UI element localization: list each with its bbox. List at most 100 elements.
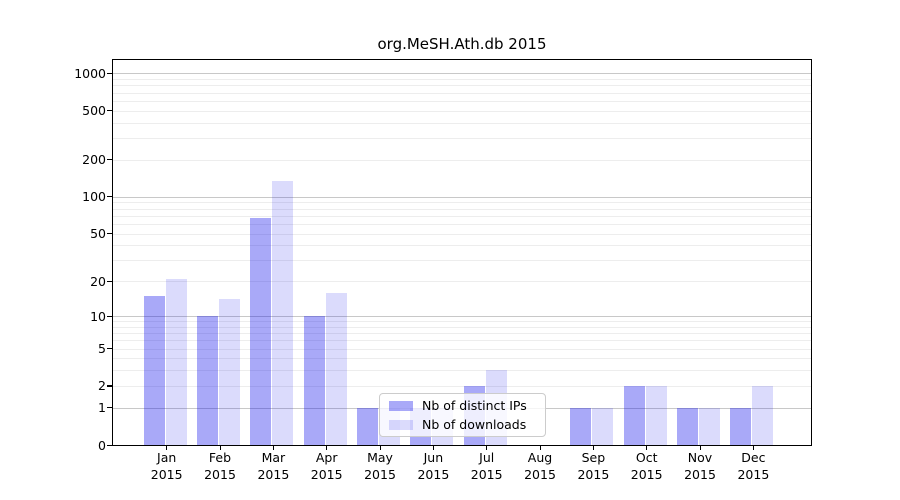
gridline-minor [113, 370, 811, 372]
x-tick-label-may: May 2015 [364, 450, 396, 482]
x-tick-label-jun: Jun 2015 [417, 450, 450, 482]
y-tick-label: 50 [90, 226, 106, 241]
x-tick-mark [752, 445, 755, 450]
gridline-minor [113, 321, 811, 323]
y-tick-label: 10 [90, 308, 106, 324]
x-tick-mark [219, 445, 221, 450]
x-tick-label-aug: Aug 2015 [524, 450, 556, 482]
plot-area [113, 60, 811, 445]
gridline-major [113, 73, 811, 75]
x-tick-label-mar: Mar 2015 [257, 450, 290, 482]
x-tick-label-apr: Apr 2015 [310, 450, 343, 482]
x-tick-label-sep: Sep 2015 [577, 450, 610, 482]
gridline-minor [113, 333, 811, 335]
x-tick-mark [166, 445, 168, 450]
gridline-minor [113, 358, 811, 360]
gridline-minor [113, 260, 811, 262]
gridline-minor [113, 85, 811, 87]
x-tick-mark [646, 445, 648, 450]
y-tick-mark [107, 159, 113, 161]
bar-nov-distinct-ips [677, 407, 698, 445]
x-tick-mark [486, 445, 488, 450]
bar-mar-downloads [272, 180, 294, 445]
y-tick-mark [107, 280, 113, 282]
y-tick-mark [107, 385, 113, 387]
x-tick-label-oct: Oct 2015 [630, 450, 663, 482]
gridline-minor [113, 159, 811, 161]
gridline-minor [113, 92, 811, 94]
gridline-minor [113, 348, 811, 350]
y-tick-mark [107, 348, 113, 350]
gridline-minor [113, 233, 811, 235]
x-tick-mark [699, 445, 701, 450]
x-tick-mark [326, 445, 328, 450]
x-tick-label-jan: Jan 2015 [150, 450, 183, 482]
bar-sep-distinct-ips [570, 407, 592, 445]
gridline-minor [113, 79, 811, 80]
legend-label-downloads: Nb of downloads [422, 417, 527, 432]
bar-sep-downloads [592, 407, 614, 445]
bar-feb-distinct-ips [197, 316, 218, 445]
gridline-minor [113, 326, 811, 328]
bar-mar-distinct-ips [250, 218, 272, 445]
y-tick-label: 500 [82, 103, 106, 118]
y-tick-mark [107, 110, 113, 112]
gridline-minor [113, 215, 811, 217]
bar-oct-downloads [645, 385, 667, 445]
gridline-minor [113, 245, 811, 247]
legend-item-downloads: Nb of downloads [389, 417, 536, 432]
bar-apr-downloads [325, 292, 347, 445]
x-tick-label-feb: Feb 2015 [204, 450, 236, 482]
y-tick-label: 1000 [74, 65, 106, 81]
y-tick-label: 2 [98, 378, 106, 394]
legend-swatch-downloads [389, 419, 413, 430]
gridline-major [113, 196, 811, 198]
bar-apr-distinct-ips [303, 316, 325, 445]
x-tick-mark [432, 445, 435, 450]
y-tick-mark [107, 196, 113, 198]
y-tick-label: 1 [98, 400, 106, 416]
legend-item-distinct-ips: Nb of distinct IPs [389, 398, 536, 413]
y-tick-mark [107, 444, 113, 446]
bar-jan-distinct-ips [143, 295, 165, 445]
x-tick-label-jul: Jul 2015 [470, 450, 503, 482]
x-tick-mark [379, 445, 381, 450]
x-tick-label-dec: Dec 2015 [737, 450, 770, 482]
gridline-minor [113, 208, 811, 210]
y-tick-label: 0 [98, 437, 106, 453]
bar-dec-distinct-ips [730, 407, 752, 445]
y-tick-label: 20 [90, 273, 106, 289]
chart-title: org.MeSH.Ath.db 2015 [377, 35, 547, 53]
legend: Nb of distinct IPs Nb of downloads [379, 393, 546, 437]
x-tick-mark [539, 445, 541, 450]
y-tick-mark [107, 233, 113, 235]
y-tick-label: 200 [82, 152, 106, 168]
gridline-minor [113, 223, 811, 225]
bar-oct-distinct-ips [623, 385, 645, 445]
legend-label-distinct-ips: Nb of distinct IPs [422, 398, 527, 413]
y-tick-mark [107, 407, 113, 409]
y-tick-label: 5 [98, 341, 106, 357]
gridline-minor [113, 138, 811, 139]
bar-nov-downloads [699, 407, 720, 445]
legend-swatch-distinct-ips [389, 400, 413, 411]
gridline-minor [113, 202, 811, 204]
gridline-minor [113, 385, 811, 387]
x-tick-mark [592, 445, 595, 450]
gridline-minor [113, 122, 811, 124]
gridline-major [113, 316, 811, 317]
gridline-minor [113, 110, 811, 112]
y-tick-label: 100 [82, 189, 106, 205]
gridline-minor [113, 340, 811, 342]
bar-dec-downloads [752, 385, 774, 445]
y-tick-mark [107, 315, 113, 317]
x-tick-mark [272, 445, 275, 450]
gridline-minor [113, 100, 811, 102]
x-tick-label-nov: Nov 2015 [684, 450, 716, 482]
bar-feb-downloads [219, 299, 240, 445]
bar-jan-downloads [165, 278, 187, 445]
y-tick-mark [107, 72, 113, 75]
gridline-minor [113, 281, 811, 283]
bar-may-distinct-ips [357, 407, 378, 445]
